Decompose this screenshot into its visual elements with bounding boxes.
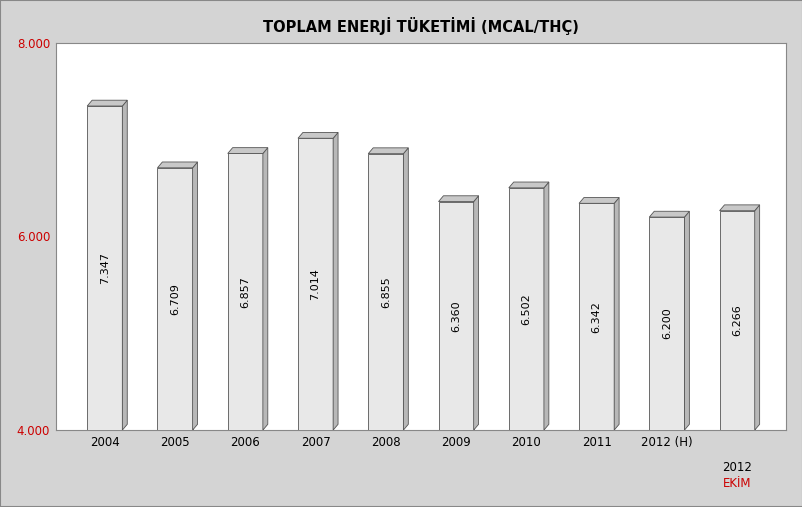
Polygon shape <box>614 198 618 430</box>
Polygon shape <box>262 148 267 430</box>
Text: 2012: 2012 <box>721 461 751 474</box>
Text: 6.857: 6.857 <box>240 276 250 308</box>
Text: EKİM: EKİM <box>722 477 751 490</box>
Text: 6.855: 6.855 <box>380 276 391 308</box>
Polygon shape <box>298 138 333 430</box>
Polygon shape <box>508 188 543 430</box>
Polygon shape <box>508 182 548 188</box>
Polygon shape <box>298 132 338 138</box>
Text: 6.709: 6.709 <box>170 283 180 315</box>
Polygon shape <box>649 211 688 217</box>
Polygon shape <box>754 205 759 430</box>
Text: 6.266: 6.266 <box>731 305 741 336</box>
Polygon shape <box>438 196 478 202</box>
Text: 7.014: 7.014 <box>310 268 320 300</box>
Polygon shape <box>438 202 473 430</box>
Polygon shape <box>228 148 267 154</box>
Text: 6.200: 6.200 <box>661 308 671 340</box>
Text: 6.342: 6.342 <box>591 301 601 333</box>
Polygon shape <box>719 205 759 211</box>
Text: 6.502: 6.502 <box>520 293 531 325</box>
Polygon shape <box>333 132 338 430</box>
Polygon shape <box>87 106 122 430</box>
Polygon shape <box>157 168 192 430</box>
Polygon shape <box>473 196 478 430</box>
Polygon shape <box>719 211 754 430</box>
Polygon shape <box>228 154 262 430</box>
Polygon shape <box>192 162 197 430</box>
Polygon shape <box>122 100 127 430</box>
Polygon shape <box>649 217 683 430</box>
Polygon shape <box>368 154 403 430</box>
Polygon shape <box>87 100 127 106</box>
Polygon shape <box>368 148 407 154</box>
Text: 6.360: 6.360 <box>451 300 460 332</box>
Title: TOPLAM ENERJİ TÜKETİMİ (MCAL/THÇ): TOPLAM ENERJİ TÜKETİMİ (MCAL/THÇ) <box>263 17 578 34</box>
Polygon shape <box>157 162 197 168</box>
Polygon shape <box>578 198 618 203</box>
Polygon shape <box>683 211 688 430</box>
Text: 7.347: 7.347 <box>99 252 110 284</box>
Polygon shape <box>543 182 548 430</box>
Polygon shape <box>403 148 407 430</box>
Polygon shape <box>578 203 614 430</box>
